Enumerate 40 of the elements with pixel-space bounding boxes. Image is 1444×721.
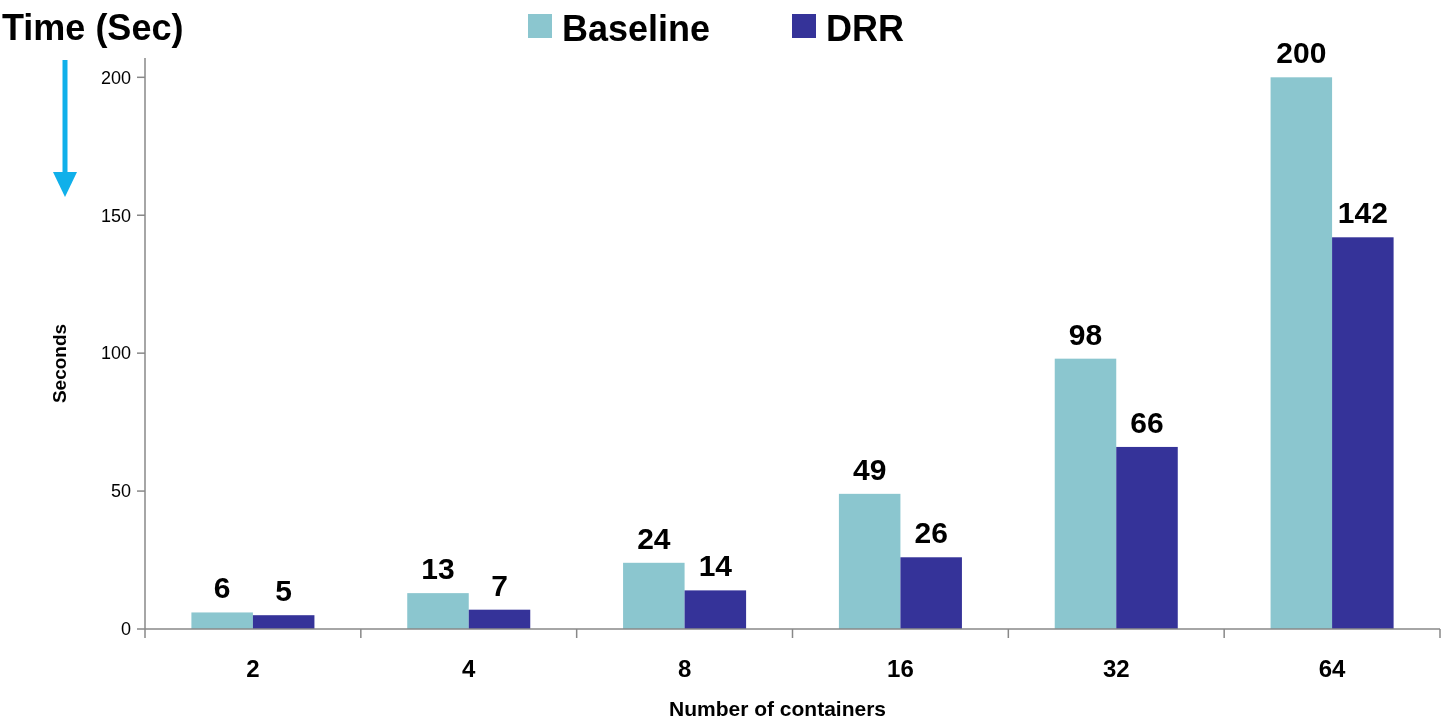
- bar: [191, 612, 253, 629]
- x-tick-label: 2: [246, 655, 260, 682]
- data-label: 6: [213, 571, 231, 605]
- bar: [684, 590, 747, 629]
- data-label: 5: [275, 574, 293, 608]
- y-tick-label: 100: [100, 343, 131, 364]
- data-label: 26: [914, 516, 948, 550]
- y-axis-title: Seconds: [49, 323, 70, 404]
- data-label: 200: [1276, 36, 1327, 70]
- bar: [407, 593, 469, 629]
- x-axis-title: Number of containers: [668, 697, 887, 720]
- y-tick-label: 50: [110, 481, 131, 502]
- data-label: 13: [421, 552, 455, 586]
- bar: [900, 557, 962, 629]
- legend-label: Baseline: [562, 8, 711, 49]
- y-tick-label: 200: [100, 67, 131, 88]
- bar: [1054, 358, 1117, 629]
- data-label: 142: [1337, 196, 1388, 230]
- y-tick-label: 150: [100, 205, 131, 226]
- bar: [1116, 446, 1178, 629]
- bar: [1270, 77, 1333, 629]
- bar: [838, 493, 901, 629]
- y-tick-label: 0: [120, 619, 131, 640]
- bar: [252, 615, 315, 629]
- x-tick-label: 4: [462, 655, 477, 682]
- chart-title: Time (Sec): [2, 7, 184, 48]
- bar: [1332, 237, 1394, 629]
- x-tick-label: 8: [677, 655, 692, 682]
- x-tick-label: 32: [1102, 655, 1130, 682]
- data-label: 49: [852, 452, 887, 486]
- x-tick-label: 64: [1318, 655, 1347, 682]
- data-label: 66: [1130, 405, 1164, 439]
- data-label: 7: [491, 568, 508, 602]
- data-label: 24: [637, 521, 671, 555]
- bar: [468, 609, 531, 629]
- data-label: 14: [698, 549, 733, 583]
- bar: [623, 562, 685, 629]
- data-label: 98: [1068, 317, 1103, 351]
- legend-label: DRR: [826, 8, 904, 49]
- x-tick-label: 16: [887, 655, 914, 682]
